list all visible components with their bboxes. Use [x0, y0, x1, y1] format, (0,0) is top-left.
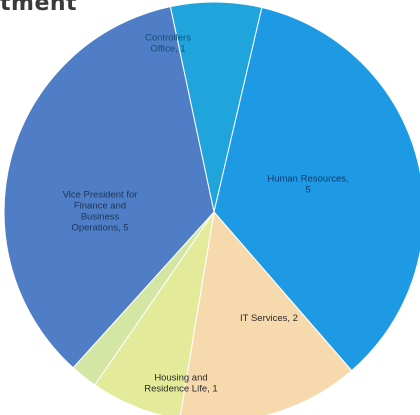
pie-slices: [3, 1, 420, 415]
slice-label: Housing and Residence Life, 1: [144, 373, 217, 395]
slice-label: Human Resources, 5: [267, 174, 348, 196]
slice-label: Vice President for Finance and Business Ope…: [63, 190, 138, 234]
pie-labels: Controllers Office, 1 Human Resources, 5 IT …: [63, 33, 349, 395]
slice-label: Controllers Office, 1: [145, 33, 191, 55]
pie-slice-vice-president-for-finance-and-business-operations: [3, 5, 215, 369]
pie-slice-human-resources: [213, 6, 420, 372]
pie-slice-it-services: [179, 210, 353, 415]
slice-label: IT Services, 2: [240, 313, 298, 324]
chart-title: tment: [0, 0, 78, 16]
